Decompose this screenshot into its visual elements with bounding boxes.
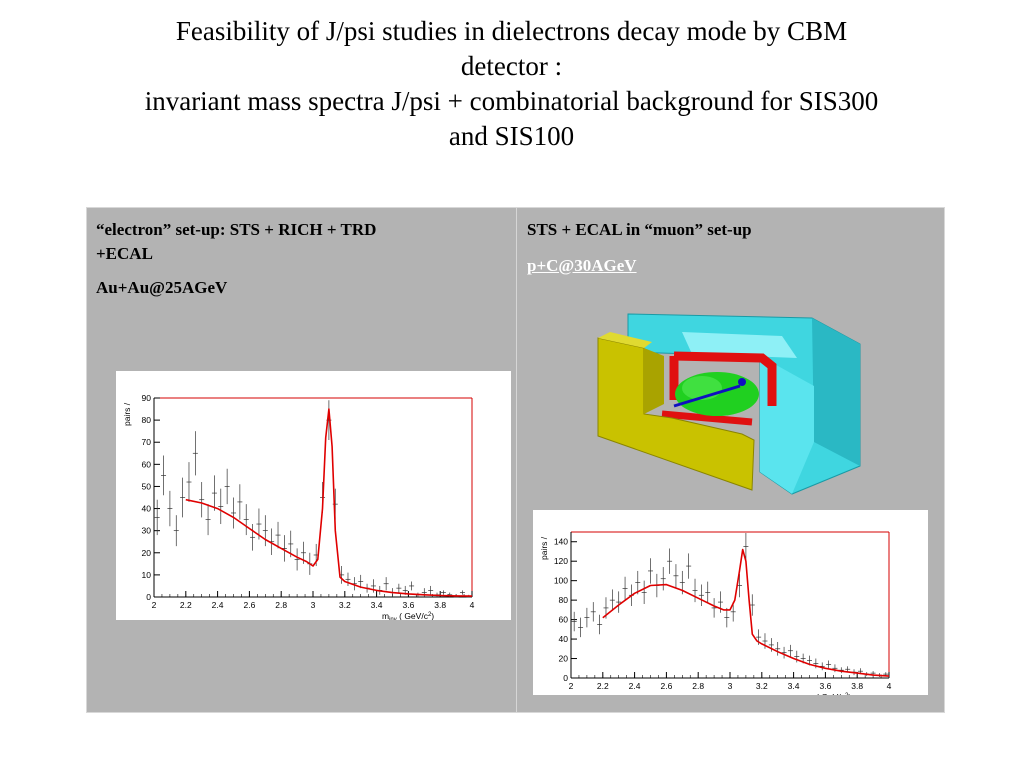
title-line: invariant mass spectra J/psi + combinato… bbox=[144, 86, 879, 116]
title-line: detector : bbox=[460, 51, 563, 81]
x-tick-label: 2.4 bbox=[212, 600, 224, 610]
x-tick-label: 3 bbox=[728, 681, 733, 691]
right-chart: 2 2.2 2.4 2.6 2.8 3 3.2 3.4 3.6 3.8 40204060801001… bbox=[539, 531, 892, 695]
left-cell-text: “electron” set-up: STS + RICH + TRD +ECA… bbox=[96, 218, 506, 300]
y-tick-label: 70 bbox=[142, 437, 152, 447]
x-tick-label: 3.4 bbox=[371, 600, 383, 610]
right-heading: STS + ECAL in “muon” set-up bbox=[527, 220, 752, 239]
detector-red-frame bbox=[661, 351, 777, 426]
y-axis-label: pairs / bbox=[122, 402, 132, 426]
detector-beam bbox=[673, 378, 746, 408]
y-tick-label: 80 bbox=[142, 415, 152, 425]
title-line: and SIS100 bbox=[448, 121, 575, 151]
y-tick-label: 80 bbox=[559, 595, 569, 605]
reaction-link[interactable]: p+C@30AGeV bbox=[527, 256, 637, 275]
x-tick-label: 2.8 bbox=[692, 681, 704, 691]
slide-title: Feasibility of J/psi studies in dielectr… bbox=[30, 14, 993, 154]
y-tick-label: 40 bbox=[142, 504, 152, 514]
x-tick-label: 2 bbox=[152, 600, 157, 610]
right-plot-panel: 2 2.2 2.4 2.6 2.8 3 3.2 3.4 3.6 3.8 4 0 20 40 60 80 100 1… bbox=[533, 510, 928, 695]
x-tick-label: 2.2 bbox=[597, 681, 609, 691]
x-tick-label: 2.6 bbox=[660, 681, 672, 691]
y-tick-label: 60 bbox=[559, 615, 569, 625]
y-tick-label: 50 bbox=[142, 481, 152, 491]
y-tick-label: 20 bbox=[559, 654, 569, 664]
left-heading-cont: +ECAL bbox=[96, 244, 153, 263]
x-tick-label: 3 bbox=[311, 600, 316, 610]
x-tick-label: 3.4 bbox=[788, 681, 800, 691]
y-tick-label: 140 bbox=[554, 537, 568, 547]
x-tick-label: 4 bbox=[887, 681, 892, 691]
y-tick-label: 10 bbox=[142, 570, 152, 580]
y-tick-label: 120 bbox=[554, 556, 568, 566]
detector-illustration bbox=[597, 313, 861, 495]
x-axis-label: minv ( GeV/c2) bbox=[799, 692, 851, 695]
x-tick-label: 4 bbox=[470, 600, 475, 610]
detector-yellow-magnet bbox=[597, 332, 755, 491]
x-tick-label: 3.8 bbox=[434, 600, 446, 610]
title-line: Feasibility of J/psi studies in dielectr… bbox=[175, 16, 848, 46]
x-tick-label: 2.2 bbox=[180, 600, 192, 610]
content-table: “electron” set-up: STS + RICH + TRD +ECA… bbox=[86, 207, 945, 713]
x-tick-label: 2.6 bbox=[243, 600, 255, 610]
fit-curve bbox=[185, 408, 473, 597]
x-tick-label: 3.6 bbox=[819, 681, 831, 691]
y-tick-label: 0 bbox=[146, 592, 151, 602]
y-tick-label: 60 bbox=[142, 459, 152, 469]
x-tick-label: 2.4 bbox=[629, 681, 641, 691]
x-axis-label: minv ( GeV/c2) bbox=[382, 611, 434, 620]
left-reaction: Au+Au@25AGeV bbox=[96, 278, 228, 297]
x-tick-label: 2 bbox=[569, 681, 574, 691]
y-tick-label: 30 bbox=[142, 526, 152, 536]
x-tick-label: 2.8 bbox=[275, 600, 287, 610]
x-tick-label: 3.6 bbox=[402, 600, 414, 610]
y-tick-label: 90 bbox=[142, 393, 152, 403]
y-tick-label: 40 bbox=[559, 634, 569, 644]
x-tick-label: 3.2 bbox=[756, 681, 768, 691]
fit-curve bbox=[602, 548, 890, 677]
y-tick-label: 0 bbox=[563, 673, 568, 683]
x-tick-label: 3.8 bbox=[851, 681, 863, 691]
right-cell-text: STS + ECAL in “muon” set-up p+C@30AGeV bbox=[527, 218, 937, 278]
x-tick-label: 3.2 bbox=[339, 600, 351, 610]
y-tick-label: 100 bbox=[554, 576, 568, 586]
y-tick-label: 20 bbox=[142, 548, 152, 558]
left-chart: 2 2.2 2.4 2.6 2.8 3 3.2 3.4 3.6 3.8 40102030405060… bbox=[122, 393, 475, 620]
left-plot-panel: 2 2.2 2.4 2.6 2.8 3 3.2 3.4 3.6 3.8 4 0 10 20 30 40 50 60… bbox=[116, 371, 511, 620]
detector-cyan-body bbox=[627, 313, 861, 495]
y-axis-label: pairs / bbox=[539, 536, 549, 560]
cell-divider bbox=[516, 208, 517, 712]
left-heading: “electron” set-up: STS + RICH + TRD bbox=[96, 220, 377, 239]
